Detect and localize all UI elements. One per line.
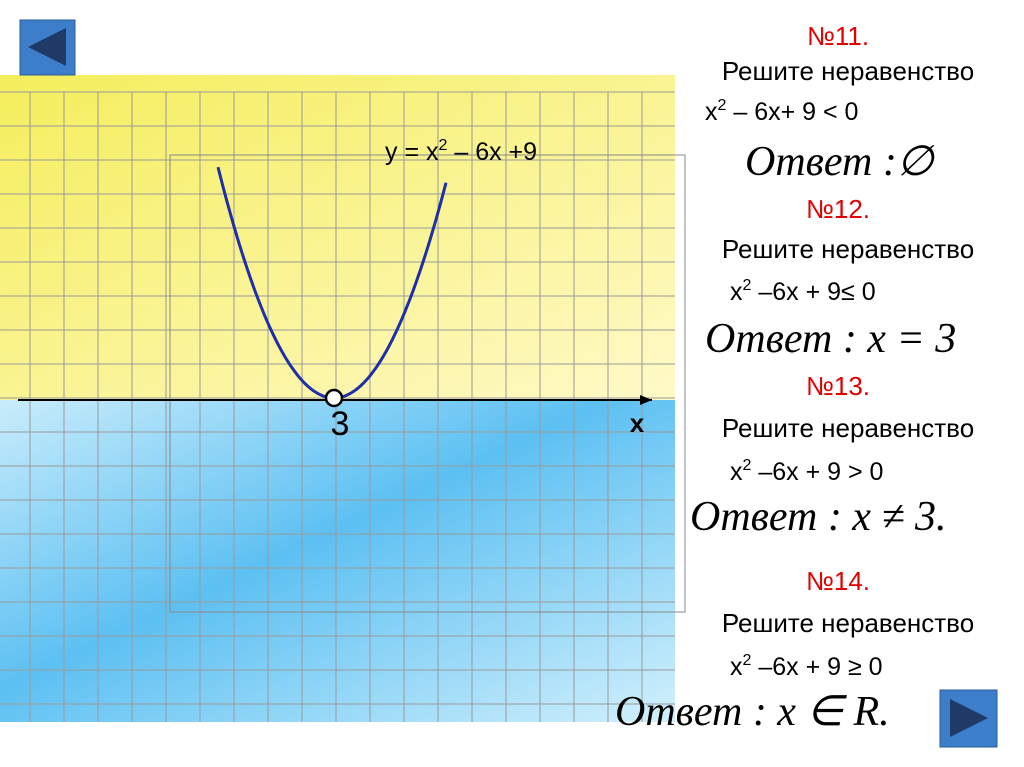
inequality-rest: –6x + 9 ≥ 0 [751, 653, 882, 681]
problem-number: №13. [806, 371, 870, 401]
problem-prompt: Решите неравенство [722, 413, 974, 443]
grid [0, 91, 675, 722]
inequality-rest: –6x + 9 > 0 [751, 458, 883, 486]
blue-area [0, 400, 675, 722]
problem-prompt: Решите неравенство [722, 234, 974, 264]
inequality-exp: 2 [743, 277, 752, 294]
inequality-exp: 2 [743, 652, 752, 669]
next-arrow [950, 699, 988, 737]
inequality-base: x [730, 278, 743, 306]
vertex-label: 3 [331, 405, 350, 443]
answer: Ответ : x = 3 [705, 316, 956, 362]
inequality: x2 –6x + 9 > 0 [730, 457, 883, 486]
inequality-base: x [705, 98, 718, 126]
function-exp: 2 [439, 137, 448, 154]
frame [169, 154, 686, 613]
nav-next[interactable] [939, 689, 998, 748]
function-base: y = x [385, 138, 439, 166]
inequality-exp: 2 [743, 457, 752, 474]
axis-arrow [640, 395, 652, 405]
answer: Ответ : x ≠ 3. [690, 494, 947, 540]
nav-back[interactable] [19, 19, 76, 76]
inequality: x2 – 6x+ 9 < 0 [705, 97, 858, 126]
inequality-base: x [730, 653, 743, 681]
problem-number: №11. [807, 21, 869, 51]
yellow-area [0, 75, 675, 400]
inequality: x2 –6x + 9≤ 0 [730, 277, 876, 306]
inequality-rest: – 6x+ 9 < 0 [726, 98, 858, 126]
axis-label: x [630, 408, 645, 438]
function-rest: – 6x +9 [447, 138, 537, 166]
inequality-rest: –6x + 9≤ 0 [751, 278, 875, 306]
problem-prompt: Решите неравенство [722, 608, 974, 638]
answer: Ответ :∅ [745, 139, 936, 185]
inequality-base: x [730, 458, 743, 486]
inequality: x2 –6x + 9 ≥ 0 [730, 652, 883, 681]
problem-number: №12. [806, 194, 870, 224]
back-arrow [28, 28, 66, 66]
inequality-exp: 2 [718, 97, 727, 114]
function-label: y = x2 – 6x +9 [385, 137, 537, 166]
vertex-point [324, 388, 344, 408]
answer: Ответ : x ∈ R. [615, 689, 890, 735]
problem-number: №14. [806, 566, 870, 596]
problem-prompt: Решите неравенство [722, 56, 974, 86]
